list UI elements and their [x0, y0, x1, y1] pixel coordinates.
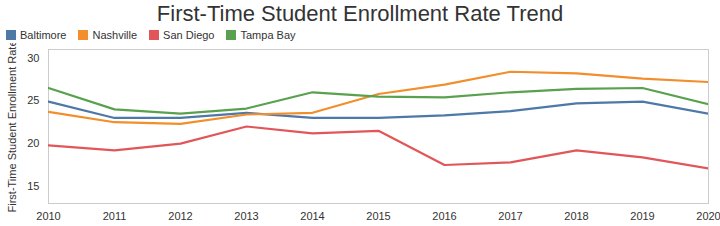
svg-text:2019: 2019 [630, 210, 654, 222]
svg-text:20: 20 [27, 137, 39, 149]
svg-text:2010: 2010 [36, 210, 60, 222]
html-text:First-Time Student Enrollment: First-Time Student Enrollment Rate Trend [156, 1, 564, 26]
svg-text:2020: 2020 [696, 210, 720, 222]
svg-text:2011: 2011 [103, 210, 127, 222]
svg-text:First-Time Student Enrollment: First-Time Student Enrollment Rate [6, 43, 18, 212]
svg-text:30: 30 [27, 52, 39, 64]
html-text:Baltimore: Baltimore [20, 29, 67, 41]
svg-text:15: 15 [27, 180, 39, 192]
svg-text:2013: 2013 [234, 210, 258, 222]
svg-text:2014: 2014 [300, 210, 324, 222]
svg-text:2017: 2017 [498, 210, 522, 222]
svg-text:25: 25 [27, 94, 39, 106]
svg-text:2012: 2012 [168, 210, 192, 222]
svg-text:2016: 2016 [432, 210, 456, 222]
html-text:San Diego: San Diego [163, 29, 215, 41]
html-text:Nashville: Nashville [92, 29, 138, 41]
svg-text:2015: 2015 [366, 210, 390, 222]
svg-text:2018: 2018 [564, 210, 588, 222]
html-text:Tampa Bay: Tampa Bay [240, 29, 296, 41]
